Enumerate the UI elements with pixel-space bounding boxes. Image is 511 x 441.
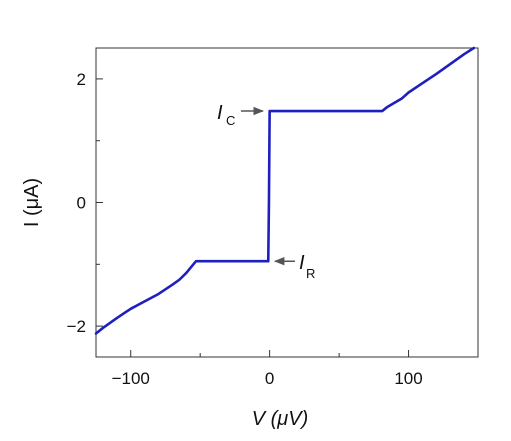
y-axis-label: I (μA) — [21, 178, 43, 227]
annotation-label-ic: I — [217, 102, 223, 124]
series-group — [94, 46, 476, 335]
plot-border — [95, 47, 479, 358]
axis-tick-labels: −100 0 100 −2 0 2 — [67, 70, 423, 388]
y-tick-label: 0 — [77, 194, 86, 213]
x-tick-label: −100 — [112, 369, 150, 388]
y-tick-label: 2 — [77, 70, 86, 89]
axis-ticks — [96, 78, 479, 357]
plot-frame — [95, 47, 479, 358]
iv-curve — [94, 46, 476, 335]
annotation-label-ir: I — [299, 252, 305, 274]
annotation-sub-ic: C — [226, 113, 235, 128]
x-axis-label: V (μV) — [252, 408, 309, 430]
y-tick-label: −2 — [67, 317, 86, 336]
annotation-sub-ir: R — [306, 266, 315, 281]
x-tick-label: 0 — [265, 369, 274, 388]
x-tick-label: 100 — [394, 369, 422, 388]
annotations: I CI R — [217, 102, 315, 281]
